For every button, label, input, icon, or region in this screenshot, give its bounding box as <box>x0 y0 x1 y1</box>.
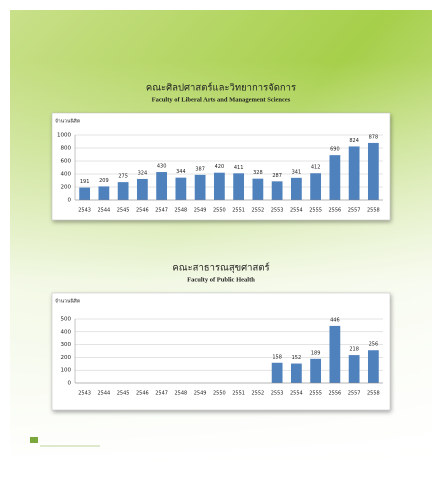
bar <box>348 146 360 200</box>
data-label: 341 <box>292 169 302 175</box>
bar <box>367 350 379 383</box>
footer-mark <box>30 437 38 443</box>
data-label: 420 <box>215 164 225 170</box>
y-tick-label: 0 <box>68 381 72 387</box>
x-tick-label: 2544 <box>98 208 111 214</box>
x-tick-label: 2553 <box>271 208 284 214</box>
x-tick-label: 2555 <box>309 391 322 397</box>
x-tick-label: 2549 <box>194 208 207 214</box>
y-tick-label: 200 <box>61 355 72 361</box>
y-tick-label: 600 <box>61 159 72 165</box>
chart-subtitle: Faculty of Liberal Arts and Management S… <box>152 96 291 103</box>
y-tick-label: 200 <box>61 185 72 191</box>
chart-title: คณะสาธารณสุขศาสตร์ <box>172 262 269 274</box>
data-label: 344 <box>176 169 186 175</box>
y-tick-label: 400 <box>61 329 72 335</box>
x-tick-label: 2552 <box>252 391 265 397</box>
x-tick-label: 2545 <box>117 208 130 214</box>
bar <box>290 177 302 200</box>
x-tick-label: 2558 <box>367 208 380 214</box>
data-label: 878 <box>369 134 379 140</box>
data-label: 218 <box>349 347 359 353</box>
chart-title: คณะศิลปศาสตร์และวิทยาการจัดการ <box>146 82 296 94</box>
data-label: 328 <box>253 170 263 176</box>
x-tick-label: 2547 <box>155 208 168 214</box>
data-label: 275 <box>118 174 128 180</box>
x-tick-label: 2545 <box>117 391 130 397</box>
bar <box>194 174 206 200</box>
chart-subtitle: Faculty of Public Health <box>187 276 255 283</box>
x-tick-label: 2548 <box>175 208 188 214</box>
x-tick-label: 2548 <box>175 391 188 397</box>
x-tick-label: 2552 <box>252 208 265 214</box>
data-label: 412 <box>311 165 321 171</box>
bar <box>79 187 91 200</box>
x-tick-label: 2550 <box>213 208 226 214</box>
x-tick-label: 2556 <box>329 208 342 214</box>
bar <box>156 172 168 200</box>
y-tick-label: 1000 <box>57 133 71 139</box>
data-label: 158 <box>272 354 282 360</box>
x-tick-label: 2551 <box>232 391 245 397</box>
x-tick-label: 2551 <box>232 208 245 214</box>
data-label: 324 <box>138 170 148 176</box>
bar <box>348 355 360 383</box>
y-tick-label: 500 <box>61 317 72 323</box>
bar <box>329 325 341 383</box>
x-tick-label: 2557 <box>348 208 361 214</box>
bar <box>329 155 341 200</box>
data-label: 189 <box>311 350 321 356</box>
y-tick-label: 400 <box>61 172 72 178</box>
data-label: 209 <box>99 178 109 184</box>
data-label: 256 <box>369 342 379 348</box>
data-label: 446 <box>330 317 340 323</box>
bar <box>136 178 148 200</box>
bar <box>233 173 245 200</box>
bar <box>310 173 322 200</box>
data-label: 387 <box>195 166 205 172</box>
x-tick-label: 2546 <box>136 391 149 397</box>
x-tick-label: 2555 <box>309 208 322 214</box>
x-tick-label: 2547 <box>155 391 168 397</box>
x-tick-label: 2557 <box>348 391 361 397</box>
x-tick-label: 2556 <box>329 391 342 397</box>
x-tick-label: 2558 <box>367 391 380 397</box>
bar <box>290 363 302 383</box>
bar <box>175 177 187 200</box>
bar <box>252 178 264 200</box>
x-tick-label: 2553 <box>271 391 284 397</box>
x-tick-label: 2549 <box>194 391 207 397</box>
y-tick-label: 100 <box>61 368 72 374</box>
y-tick-label: 800 <box>61 146 72 152</box>
y-tick-label: 0 <box>68 198 72 204</box>
bar <box>367 142 379 200</box>
bar <box>117 182 129 200</box>
data-label: 411 <box>234 165 244 171</box>
data-label: 287 <box>272 173 282 179</box>
y-axis-label: จำนวนนิสิต <box>55 118 80 125</box>
data-label: 152 <box>292 355 302 361</box>
bar <box>98 186 110 200</box>
y-axis-label: จำนวนนิสิต <box>55 298 80 305</box>
data-label: 191 <box>80 179 90 185</box>
x-tick-label: 2543 <box>78 391 91 397</box>
bar <box>271 181 283 200</box>
x-tick-label: 2550 <box>213 391 226 397</box>
x-tick-label: 2554 <box>290 208 303 214</box>
data-label: 690 <box>330 147 340 153</box>
x-tick-label: 2554 <box>290 391 303 397</box>
bar <box>271 362 283 383</box>
data-label: 824 <box>349 138 359 144</box>
y-tick-label: 300 <box>61 342 72 348</box>
bar <box>213 172 225 200</box>
x-tick-label: 2544 <box>98 391 111 397</box>
x-tick-label: 2543 <box>78 208 91 214</box>
data-label: 430 <box>157 164 167 170</box>
x-tick-label: 2546 <box>136 208 149 214</box>
bar <box>310 358 322 383</box>
